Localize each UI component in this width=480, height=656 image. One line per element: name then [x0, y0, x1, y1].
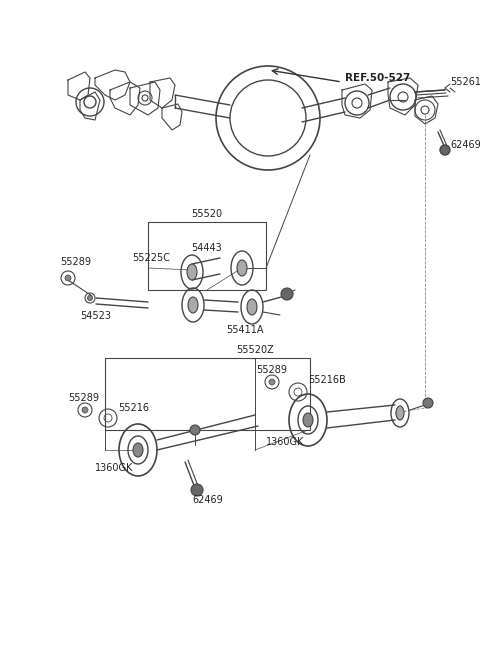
Text: 62469: 62469 — [192, 495, 223, 505]
Ellipse shape — [187, 264, 197, 280]
Text: 62469: 62469 — [450, 140, 480, 150]
Ellipse shape — [133, 443, 143, 457]
Ellipse shape — [396, 406, 404, 420]
Text: 55216: 55216 — [118, 403, 149, 413]
Text: 55520Z: 55520Z — [236, 345, 274, 355]
Circle shape — [423, 398, 433, 408]
Text: 55225C: 55225C — [132, 253, 170, 263]
Ellipse shape — [188, 297, 198, 313]
Text: 1360GK: 1360GK — [95, 463, 133, 473]
Circle shape — [269, 379, 275, 385]
Text: 55216B: 55216B — [308, 375, 346, 385]
Text: 55261A: 55261A — [450, 77, 480, 87]
Ellipse shape — [303, 413, 313, 427]
Circle shape — [191, 484, 203, 496]
Text: 55289: 55289 — [68, 393, 99, 403]
Circle shape — [190, 425, 200, 435]
Circle shape — [440, 145, 450, 155]
Bar — [148, 222, 266, 290]
Text: 55289: 55289 — [256, 365, 288, 375]
Circle shape — [281, 288, 293, 300]
Ellipse shape — [237, 260, 247, 276]
Text: 55520: 55520 — [192, 209, 223, 219]
Ellipse shape — [87, 295, 93, 300]
Text: 54523: 54523 — [80, 311, 111, 321]
Text: REF.50-527: REF.50-527 — [345, 73, 410, 83]
Circle shape — [65, 275, 71, 281]
Circle shape — [82, 407, 88, 413]
Text: 54443: 54443 — [192, 243, 222, 253]
Bar — [105, 358, 310, 430]
Text: 1360GK: 1360GK — [266, 437, 304, 447]
Text: 55411A: 55411A — [226, 325, 264, 335]
Ellipse shape — [247, 299, 257, 315]
Text: 55289: 55289 — [60, 257, 91, 267]
